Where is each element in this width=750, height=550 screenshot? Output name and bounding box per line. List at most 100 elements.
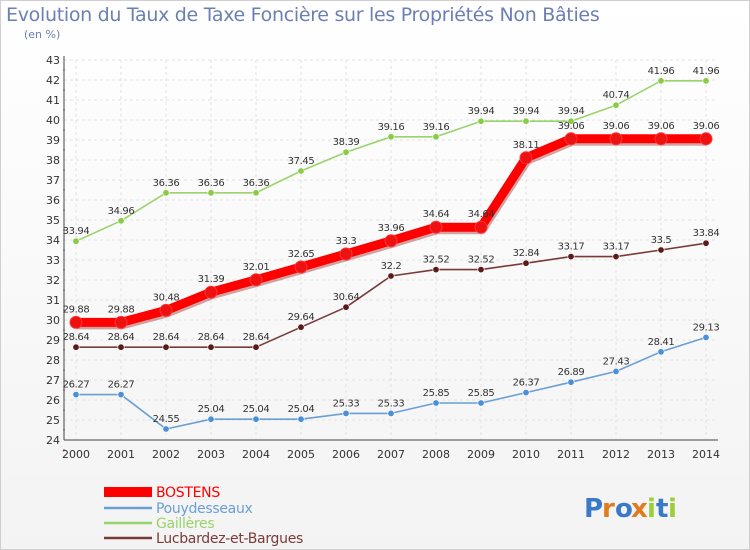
y-tick-label: 43 <box>46 54 60 67</box>
point-pouydesseaux <box>522 389 530 397</box>
data-label-pouydesseaux: 27.43 <box>603 356 630 367</box>
data-label-gaill-res: 36.36 <box>153 178 180 189</box>
legend-label-lucbardez-et-bargues: Lucbardez-et-Bargues <box>156 531 303 547</box>
legend-label-bostens: BOSTENS <box>156 485 220 501</box>
point-bostens <box>654 132 668 146</box>
logo-letter: i <box>668 494 677 524</box>
y-tick-label: 32 <box>46 274 60 287</box>
data-label-bostens: 30.48 <box>153 292 180 303</box>
logo-letter: t <box>656 494 668 524</box>
x-tick-label: 2005 <box>287 448 315 461</box>
x-tick-label: 2003 <box>197 448 225 461</box>
point-pouydesseaux <box>342 409 350 417</box>
data-label-pouydesseaux: 28.41 <box>648 337 675 348</box>
point-bostens <box>564 132 578 146</box>
point-pouydesseaux <box>432 399 440 407</box>
point-pouydesseaux <box>567 378 575 386</box>
data-label-bostens: 31.39 <box>198 274 225 285</box>
data-label-lucbardez-et-bargues: 28.64 <box>243 332 270 343</box>
data-label-lucbardez-et-bargues: 33.84 <box>693 228 720 239</box>
point-pouydesseaux <box>387 409 395 417</box>
y-tick-label: 33 <box>46 254 60 267</box>
point-bostens <box>159 303 173 317</box>
data-label-bostens: 33.96 <box>378 223 405 234</box>
data-label-bostens: 32.65 <box>288 249 315 260</box>
axes: 24 25 26 27 28 29 30 31 32 33 34 35 36 37 38 39 40 41 42 43… <box>46 54 720 461</box>
data-label-gaill-res: 37.45 <box>288 156 315 167</box>
data-labels: 26.27 26.27 24.55 25.04 25.04 25.04 25.33 25.33… <box>63 66 720 425</box>
y-tick-label: 30 <box>46 314 60 327</box>
data-label-gaill-res: 39.16 <box>378 122 405 133</box>
x-tick-label: 2012 <box>602 448 630 461</box>
series-group <box>69 77 713 433</box>
point-gaill-res <box>432 133 440 141</box>
point-bostens <box>609 132 623 146</box>
data-label-bostens: 34.64 <box>468 209 495 220</box>
point-bostens <box>204 285 218 299</box>
data-label-bostens: 33.3 <box>336 236 357 247</box>
point-gaill-res <box>612 101 620 109</box>
x-tick-label: 2009 <box>467 448 495 461</box>
point-lucbardez-et-bargues <box>657 246 665 254</box>
data-label-bostens: 39.06 <box>693 121 720 132</box>
y-tick-label: 27 <box>46 374 60 387</box>
data-label-pouydesseaux: 25.04 <box>288 404 315 415</box>
data-label-gaill-res: 38.39 <box>333 137 360 148</box>
logo-letter: o <box>615 494 633 524</box>
logo-letter: i <box>647 494 656 524</box>
y-tick-label: 26 <box>46 394 60 407</box>
data-label-pouydesseaux: 26.27 <box>63 380 90 391</box>
y-tick-label: 37 <box>46 174 60 187</box>
x-tick-label: 2014 <box>692 448 720 461</box>
data-label-gaill-res: 41.96 <box>648 66 675 77</box>
point-bostens <box>249 273 263 287</box>
data-label-gaill-res: 36.36 <box>198 178 225 189</box>
point-gaill-res <box>657 77 665 85</box>
data-label-bostens: 29.88 <box>108 304 135 315</box>
data-label-gaill-res: 41.96 <box>693 66 720 77</box>
y-minor-tick <box>63 449 65 451</box>
x-tick-label: 2001 <box>107 448 135 461</box>
x-tick-label: 2006 <box>332 448 360 461</box>
data-label-pouydesseaux: 26.89 <box>558 367 585 378</box>
point-lucbardez-et-bargues <box>72 343 80 351</box>
data-label-bostens: 32.01 <box>243 262 270 273</box>
point-bostens <box>384 234 398 248</box>
proxiti-logo: Pr ox i t i <box>584 494 677 524</box>
point-gaill-res <box>297 167 305 175</box>
data-label-lucbardez-et-bargues: 32.2 <box>381 261 402 272</box>
point-gaill-res <box>702 77 710 85</box>
y-tick-label: 42 <box>46 74 60 87</box>
point-pouydesseaux <box>297 415 305 423</box>
data-label-lucbardez-et-bargues: 33.5 <box>651 235 672 246</box>
y-tick-label: 31 <box>46 294 60 307</box>
point-gaill-res <box>117 217 125 225</box>
data-label-pouydesseaux: 25.85 <box>468 388 495 399</box>
x-tick-label: 2000 <box>62 448 90 461</box>
data-label-gaill-res: 36.36 <box>243 178 270 189</box>
x-tick-label: 2004 <box>242 448 270 461</box>
point-lucbardez-et-bargues <box>477 266 485 274</box>
data-label-gaill-res: 40.74 <box>603 90 630 101</box>
point-gaill-res <box>522 117 530 125</box>
point-bostens <box>69 315 83 329</box>
y-tick-label: 28 <box>46 354 60 367</box>
data-label-gaill-res: 39.94 <box>513 106 540 117</box>
point-pouydesseaux <box>702 333 710 341</box>
point-lucbardez-et-bargues <box>432 266 440 274</box>
point-pouydesseaux <box>612 367 620 375</box>
y-tick-label: 25 <box>46 414 60 427</box>
point-bostens <box>429 220 443 234</box>
data-label-bostens: 39.06 <box>558 121 585 132</box>
point-bostens <box>294 260 308 274</box>
point-lucbardez-et-bargues <box>297 323 305 331</box>
point-gaill-res <box>387 133 395 141</box>
x-tick-label: 2013 <box>647 448 675 461</box>
y-tick-label: 36 <box>46 194 60 207</box>
y-tick-label: 24 <box>46 434 60 447</box>
point-pouydesseaux <box>252 415 260 423</box>
point-pouydesseaux <box>657 348 665 356</box>
legend-label-gaill-res: Gaillères <box>156 516 214 532</box>
point-gaill-res <box>567 117 575 125</box>
